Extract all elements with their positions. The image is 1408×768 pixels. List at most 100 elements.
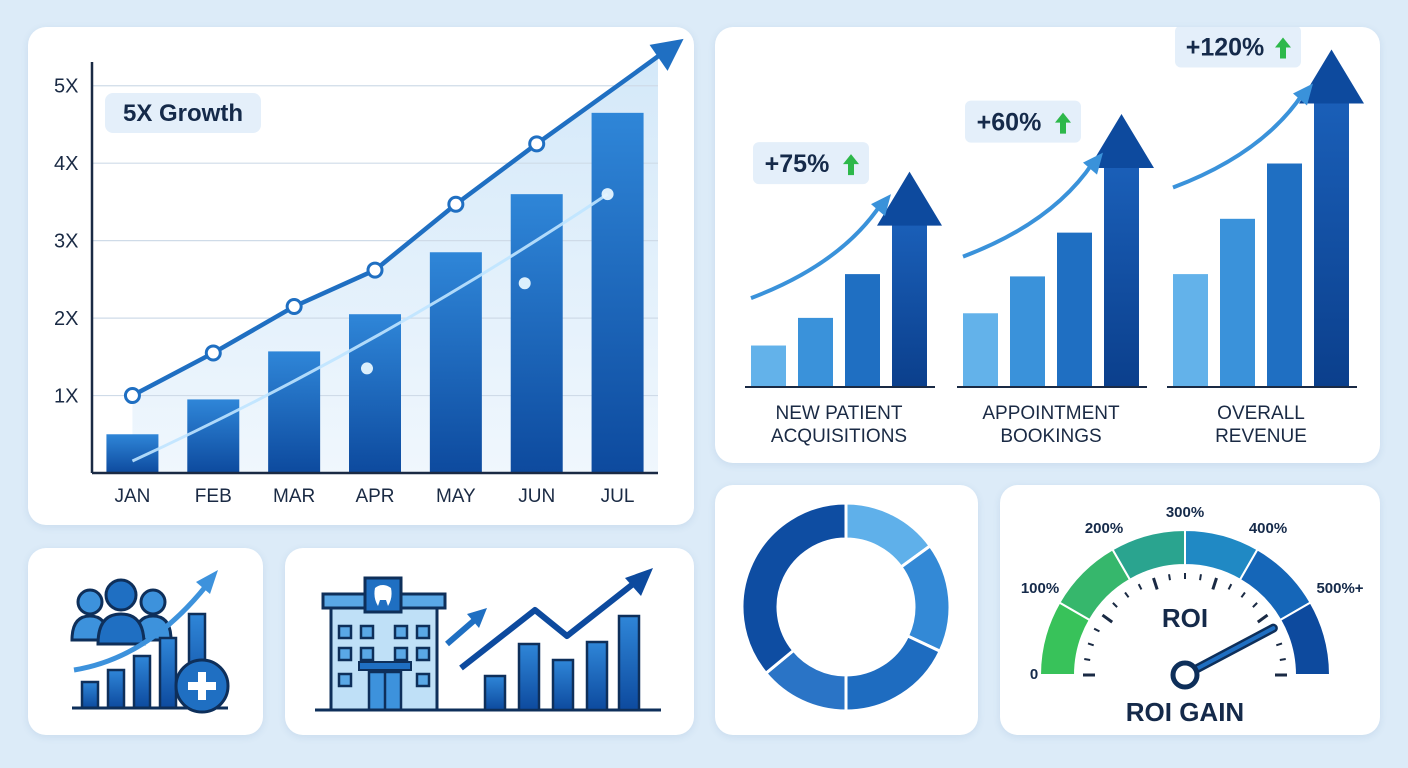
metrics-chart-card: +75% NEW PATIENT ACQUISITIONS +60% APPOINTME… <box>715 27 1380 463</box>
trend-glow <box>131 192 609 463</box>
gauge-hub <box>1170 660 1200 690</box>
x-tick-label: JUN <box>518 486 555 507</box>
y-tick-label: 5X <box>54 76 78 98</box>
group-label-line2: ACQUISITIONS <box>771 426 907 447</box>
x-tick-label: MAY <box>436 486 476 507</box>
y-tick-label: 1X <box>54 386 78 408</box>
group-label-line1: APPOINTMENT <box>982 403 1120 424</box>
growth-arrow-head <box>649 38 684 71</box>
y-tick-label: 3X <box>54 231 78 253</box>
glow-point <box>518 277 531 290</box>
metric-bar <box>1010 276 1045 387</box>
growth-badge <box>105 93 261 133</box>
growth-chart: 1X 2X 3X 4X 5X JAN FEB MAR APR MAY JUN JUL 5X Growth <box>54 38 684 507</box>
up-arrow-stem <box>1060 121 1066 134</box>
group-growth-curve <box>962 161 1095 259</box>
metric-bar <box>963 313 998 387</box>
group-label-line2: REVENUE <box>1215 426 1307 447</box>
gauge-title: ROI <box>1162 603 1208 633</box>
gauge-segment <box>1278 601 1332 676</box>
change-label: +120% <box>1186 34 1265 62</box>
donut-segment <box>844 633 943 713</box>
metric-arrow-bar <box>892 223 927 387</box>
gauge-scale-label: 200% <box>1085 520 1123 537</box>
patient-growth-icon <box>70 570 230 714</box>
glow-point <box>601 188 614 201</box>
gauge-tick <box>1199 574 1202 581</box>
group-growth-curve <box>1172 92 1305 190</box>
growth-line <box>131 49 667 398</box>
metric-bar <box>1220 218 1255 387</box>
gauge-tick <box>1211 577 1218 590</box>
metric-bar <box>1173 274 1208 387</box>
gauge-tick <box>1240 591 1246 598</box>
group-growth-arrow <box>1293 83 1313 106</box>
line-point <box>366 261 384 279</box>
group-growth-arrow <box>871 194 891 217</box>
group-label-line2: BOOKINGS <box>1000 426 1101 447</box>
line-point <box>204 344 222 362</box>
group-label-line1: OVERALL <box>1217 403 1305 424</box>
line-point <box>285 297 303 315</box>
gauge-tick <box>1101 613 1114 624</box>
gauge-tick <box>1084 658 1091 661</box>
change-label: +75% <box>765 150 830 178</box>
gauge-tick <box>1112 602 1118 608</box>
line-point <box>447 195 465 213</box>
gauge-tick <box>1275 642 1283 647</box>
bar <box>187 399 240 473</box>
group-label-line1: NEW PATIENT <box>775 403 902 424</box>
x-tick-label: APR <box>355 486 394 507</box>
gauge-tick <box>1168 574 1171 581</box>
change-badge <box>1175 27 1301 68</box>
y-tick-label: 2X <box>54 308 78 330</box>
gauge-tick <box>1227 583 1233 590</box>
line-point <box>123 387 141 405</box>
x-tick-label: JAN <box>114 486 150 507</box>
growth-chart-card: 1X 2X 3X 4X 5X JAN FEB MAR APR MAY JUN JUL 5X Growth <box>28 27 694 525</box>
x-tick-label: JUL <box>601 486 635 507</box>
gauge-scale-label: 400% <box>1249 520 1287 537</box>
metric-arrow-bar <box>1314 101 1349 387</box>
gauge-tick <box>1124 591 1130 598</box>
gauge-tick <box>1279 658 1286 661</box>
change-badge <box>965 100 1081 143</box>
donut-chart-card <box>715 485 978 735</box>
up-arrow-icon <box>843 154 859 165</box>
metric-arrow-head <box>1299 49 1364 104</box>
growth-badge-label: 5X Growth <box>123 100 243 127</box>
metric-arrow-head <box>1089 114 1154 169</box>
group-growth-arrow <box>1083 152 1103 175</box>
gauge-scale-label: 300% <box>1166 504 1204 521</box>
gauge-needle-inner <box>1183 626 1276 677</box>
gauge-tick <box>1137 583 1143 590</box>
bar <box>591 112 644 473</box>
change-label: +60% <box>977 109 1042 137</box>
group-growth-curve <box>750 202 883 300</box>
glow-point <box>361 362 373 375</box>
metric-bar <box>845 274 880 387</box>
up-arrow-icon <box>1055 112 1071 123</box>
bar <box>510 194 563 473</box>
gauge-scale-label: 0 <box>1030 666 1038 683</box>
clinic-growth-card <box>285 548 694 735</box>
bar <box>429 252 482 473</box>
metric-bar <box>798 317 833 387</box>
line-point <box>528 135 546 153</box>
gauge-tick <box>1256 613 1269 624</box>
gauge-tick <box>1152 577 1159 590</box>
donut-segment <box>740 501 848 676</box>
patient-growth-card <box>28 548 263 735</box>
metric-arrow-bar <box>1104 166 1139 387</box>
metric-bar <box>1267 163 1302 387</box>
y-tick-label: 4X <box>54 153 78 175</box>
donut-chart <box>740 501 952 713</box>
gauge-scale-label: 100% <box>1021 580 1059 597</box>
change-badge <box>753 142 869 185</box>
metric-bar <box>751 345 786 387</box>
bar <box>349 314 401 473</box>
x-tick-label: FEB <box>195 486 232 507</box>
gauge-scale-label: 500%+ <box>1316 580 1363 597</box>
up-arrow-stem <box>848 163 854 176</box>
